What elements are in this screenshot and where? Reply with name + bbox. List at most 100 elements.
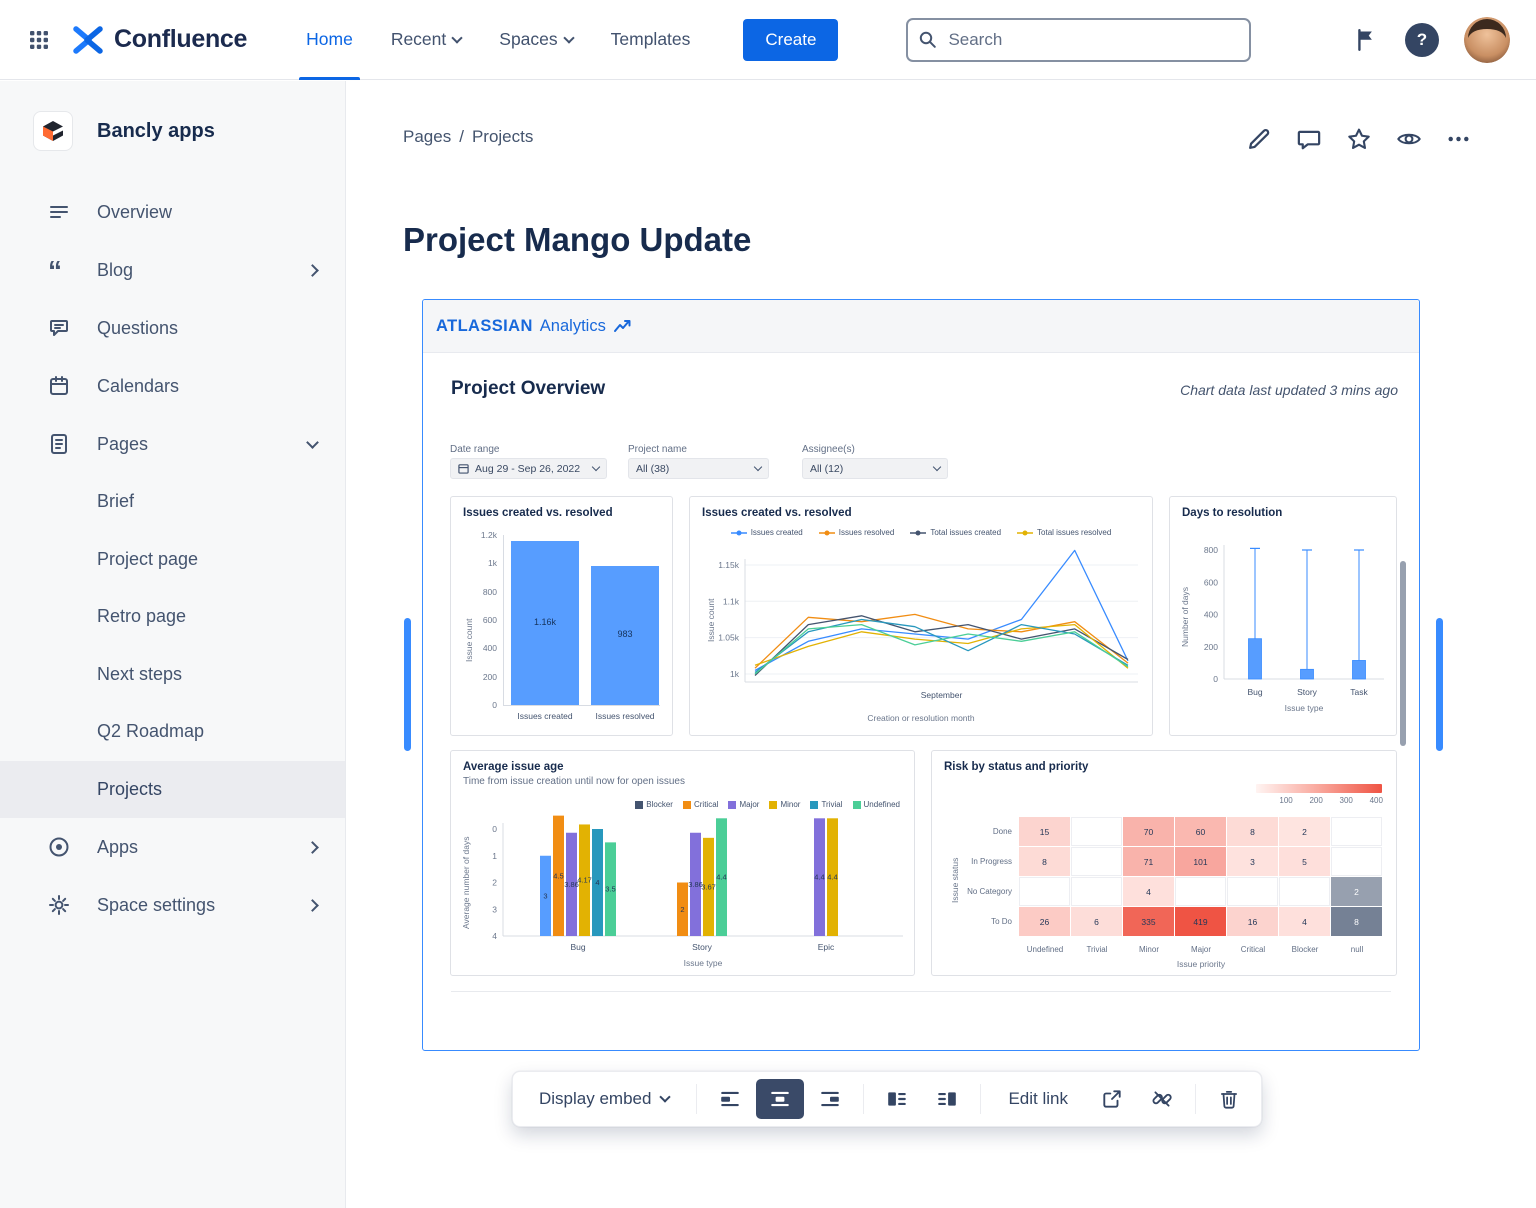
heatmap-cell: 4 — [1279, 907, 1330, 936]
align-center-icon[interactable] — [756, 1079, 805, 1119]
space-logo — [33, 111, 73, 151]
sidebar-item-apps[interactable]: Apps — [0, 818, 345, 876]
analytics-embed-panel[interactable]: ATLASSIAN Analytics Project Overview Cha… — [422, 299, 1420, 1051]
bar — [511, 540, 579, 705]
legend-item: Major — [728, 800, 759, 809]
heatmap-cell: 8 — [1227, 817, 1278, 846]
y-axis-label: Number of days — [1180, 587, 1190, 647]
space-header[interactable]: Bancly apps — [0, 81, 345, 171]
chart-title: Issues created vs. resolved — [702, 507, 852, 519]
svg-text:3.5: 3.5 — [605, 885, 615, 894]
confluence-logo[interactable]: Confluence — [72, 25, 247, 54]
heatmap-cell-empty — [1175, 877, 1226, 906]
nav-recent[interactable]: Recent — [372, 0, 480, 80]
assignee-dropdown[interactable]: All (12) — [802, 458, 948, 479]
chevron-right-icon — [306, 840, 319, 854]
svg-text:800: 800 — [1204, 545, 1218, 555]
dashboard-scrollbar[interactable] — [1400, 561, 1406, 746]
wrap-right-icon[interactable] — [923, 1079, 971, 1119]
sidebar-item-space-settings[interactable]: Space settings — [0, 876, 345, 934]
sidebar-page-brief[interactable]: Brief — [0, 473, 345, 531]
sidebar-page-retro-page[interactable]: Retro page — [0, 588, 345, 646]
breadcrumb-pages[interactable]: Pages — [403, 127, 452, 146]
breadcrumb-projects[interactable]: Projects — [471, 127, 534, 146]
star-icon[interactable] — [1345, 125, 1372, 152]
unlink-icon[interactable] — [1138, 1079, 1186, 1119]
nav-spaces[interactable]: Spaces — [480, 0, 591, 80]
open-link-icon[interactable] — [1088, 1079, 1136, 1119]
embed-header: ATLASSIAN Analytics — [423, 300, 1419, 353]
trash-icon[interactable] — [1205, 1079, 1253, 1119]
sidebar-item-questions[interactable]: Questions — [0, 299, 345, 357]
sidebar-page-next-steps[interactable]: Next steps — [0, 646, 345, 704]
sidebar-item-blog[interactable]: “ Blog — [0, 241, 345, 299]
search-box[interactable] — [906, 17, 1252, 62]
pages-icon — [47, 432, 71, 456]
toolbar-separator — [1194, 1084, 1196, 1114]
embed-toolbar: Display embed Edit link — [512, 1071, 1262, 1127]
embed-resize-handle-left[interactable] — [404, 618, 411, 751]
heatmap-cell-empty — [1279, 877, 1330, 906]
primary-nav: Home Recent Spaces Templates — [287, 0, 709, 80]
project-name-dropdown[interactable]: All (38) — [628, 458, 769, 479]
sidebar-page-project-page[interactable]: Project page — [0, 531, 345, 589]
help-icon[interactable]: ? — [1405, 22, 1439, 57]
heatmap-cell-empty — [1019, 877, 1070, 906]
flag-icon[interactable] — [1354, 27, 1380, 53]
display-embed-label: Display embed — [539, 1089, 652, 1108]
comment-icon[interactable] — [1295, 125, 1322, 152]
legend-swatch — [852, 800, 861, 809]
chevron-down-icon — [451, 31, 463, 44]
sidebar-page-q2-roadmap[interactable]: Q2 Roadmap — [0, 703, 345, 761]
assignee-filter: Assignee(s) All (12) — [802, 444, 948, 479]
display-embed-dropdown[interactable]: Display embed — [521, 1079, 687, 1119]
sidebar-item-pages[interactable]: Pages — [0, 415, 345, 473]
edit-link-button[interactable]: Edit link — [990, 1079, 1086, 1119]
legend-label: Total issues resolved — [1037, 528, 1112, 537]
create-button[interactable]: Create — [743, 18, 839, 61]
sidebar-item-overview[interactable]: Overview — [0, 183, 345, 241]
days-to-resolution-boxplot: Days to resolution 800 600 400 200 0 Bug Story T… — [1169, 496, 1397, 736]
y-axis-label: Issue status — [950, 857, 960, 903]
y-tick-label: 200 — [482, 671, 497, 682]
analytics-chart-icon — [613, 320, 631, 332]
nav-templates[interactable]: Templates — [592, 0, 710, 80]
toolbar-separator — [696, 1084, 698, 1114]
app-switcher-grid-icon[interactable] — [26, 27, 52, 53]
sidebar-item-label: Pages — [97, 433, 149, 454]
search-input[interactable] — [946, 28, 1240, 51]
wrap-left-icon[interactable] — [873, 1079, 921, 1119]
sidebar-item-calendars[interactable]: Calendars — [0, 357, 345, 415]
nav-home[interactable]: Home — [287, 0, 372, 80]
sidebar-item-label: Calendars — [97, 375, 180, 396]
svg-text:4.4: 4.4 — [814, 873, 824, 882]
page-title: Project Mango Update — [403, 221, 752, 259]
bancly-logo-icon — [43, 121, 63, 141]
chevron-down-icon — [659, 1091, 672, 1103]
date-range-dropdown[interactable]: Aug 29 - Sep 26, 2022 — [450, 458, 607, 479]
scale-tick-label: 100 — [1279, 796, 1293, 805]
chart-subtitle: Time from issue creation until now for o… — [463, 776, 685, 787]
svg-text:3.86: 3.86 — [564, 880, 579, 889]
svg-text:September: September — [921, 690, 963, 700]
legend-label: Major — [739, 800, 760, 809]
avatar[interactable] — [1464, 16, 1510, 63]
edit-icon[interactable] — [1245, 125, 1272, 152]
scale-tick-label: 300 — [1339, 796, 1353, 805]
watch-icon[interactable] — [1395, 125, 1422, 152]
more-icon[interactable] — [1445, 125, 1472, 152]
gear-icon — [47, 893, 71, 917]
legend-item: Issues resolved — [818, 528, 894, 537]
topnav-right-cluster: ? — [1354, 16, 1510, 63]
space-nav: Overview “ Blog Questions Calendars Pa — [0, 183, 345, 934]
embed-resize-handle-right[interactable] — [1436, 618, 1443, 751]
heatmap-cell-empty — [1331, 817, 1382, 846]
column-label: Minor — [1138, 945, 1159, 954]
sidebar-page-projects[interactable]: Projects — [0, 760, 345, 818]
scale-tick-label: 400 — [1369, 796, 1383, 805]
y-tick-label: 600 — [482, 615, 497, 625]
align-left-icon[interactable] — [706, 1079, 754, 1119]
align-right-icon[interactable] — [806, 1079, 854, 1119]
toolbar-separator — [863, 1084, 865, 1114]
last-updated-note: Chart data last updated 3 mins ago — [1180, 382, 1398, 398]
